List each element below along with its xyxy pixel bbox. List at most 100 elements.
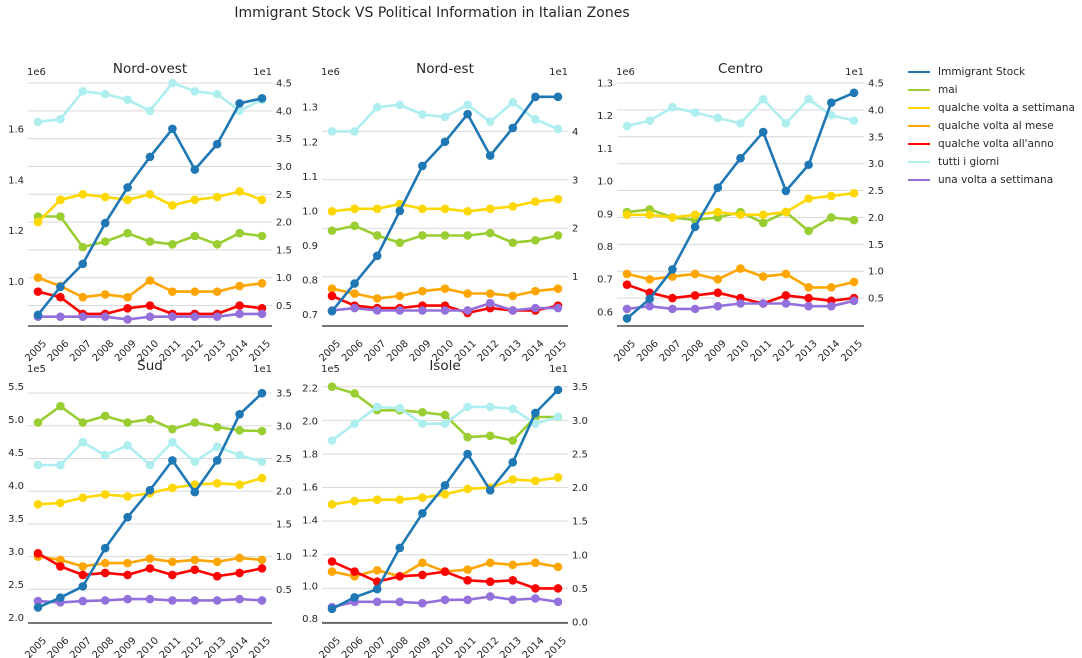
data-point	[372, 495, 382, 504]
x-tick-label: 2008	[385, 338, 411, 364]
data-point	[508, 595, 518, 605]
data-point	[212, 139, 222, 149]
legend-swatch	[908, 125, 930, 127]
series-immigrant-stock	[327, 385, 563, 614]
data-point	[463, 100, 472, 110]
data-point	[395, 571, 405, 581]
data-point	[440, 231, 450, 240]
series-una-volta-a-settimana	[33, 594, 267, 607]
series-mai	[327, 382, 563, 445]
legend-item-una-volta-a-settimana: una volta a settimana	[908, 171, 1075, 189]
data-point	[395, 306, 405, 315]
x-tick-label: 2015	[543, 635, 569, 658]
x-tick-label: 2007	[68, 338, 94, 364]
data-point	[531, 303, 540, 313]
data-point	[327, 382, 337, 392]
data-point	[553, 385, 563, 395]
data-point	[690, 291, 700, 300]
data-point	[645, 294, 654, 304]
data-point	[123, 570, 132, 580]
left-tick-label: 1.6	[8, 124, 24, 135]
data-point	[100, 543, 110, 553]
series-line-tutti-i-giorni	[37, 81, 263, 124]
series-mai	[33, 212, 267, 252]
series-qualche-volta-a-settimana	[327, 473, 563, 509]
data-point	[78, 596, 88, 606]
data-point	[327, 206, 337, 216]
data-point	[123, 558, 132, 568]
data-point	[123, 315, 132, 324]
series-tutti-i-giorni	[622, 94, 859, 131]
data-point	[531, 92, 540, 102]
data-point	[56, 292, 65, 302]
left-tick-label: 1.0	[302, 581, 318, 592]
x-tick-label: 2006	[46, 635, 72, 658]
x-tick-label: 2011	[453, 635, 479, 658]
subplot-title: Nord-ovest	[113, 61, 187, 77]
series-qualche-volta-all-anno	[327, 557, 563, 593]
data-point	[145, 564, 155, 573]
data-point	[327, 127, 337, 136]
data-point	[553, 231, 563, 240]
left-tick-label: 2.5	[8, 580, 24, 591]
data-point	[235, 99, 244, 108]
right-tick-label: 0.0	[572, 618, 588, 629]
data-point	[395, 403, 405, 413]
data-point	[849, 277, 859, 287]
data-point	[781, 119, 791, 128]
data-point	[123, 441, 132, 450]
data-point	[804, 226, 813, 236]
legend: Immigrant Stock mai qualche volta a settim…	[908, 63, 1075, 189]
data-point	[758, 94, 768, 104]
data-point	[168, 240, 177, 249]
data-point	[531, 558, 540, 568]
data-point	[145, 276, 155, 285]
data-point	[78, 87, 88, 96]
data-point	[713, 274, 723, 284]
left-tick-label: 3.5	[8, 514, 24, 525]
left-axis-offset-label: 1e6	[616, 67, 635, 78]
legend-item-immigrant-stock: Immigrant Stock	[908, 63, 1075, 81]
right-tick-label: 0.5	[572, 584, 588, 595]
x-tick-label: 2008	[385, 635, 411, 658]
x-tick-label: 2014	[225, 635, 251, 658]
data-point	[372, 402, 382, 412]
data-point	[781, 186, 791, 196]
left-tick-label: 1.0	[8, 277, 24, 288]
data-point	[56, 282, 65, 292]
data-point	[804, 194, 813, 203]
right-tick-label: 1.0	[276, 552, 292, 563]
data-point	[485, 298, 495, 308]
data-point	[485, 117, 495, 127]
data-point	[327, 306, 337, 316]
data-point	[168, 287, 177, 296]
data-point	[463, 449, 472, 459]
data-point	[804, 293, 813, 303]
data-point	[212, 456, 222, 465]
data-point	[553, 473, 563, 482]
data-point	[190, 195, 200, 205]
data-point	[508, 238, 518, 248]
legend-swatch	[908, 143, 930, 145]
data-point	[645, 210, 654, 220]
right-tick-label: 3.0	[572, 416, 588, 427]
x-tick-label: 2010	[430, 635, 456, 658]
right-tick-label: 1.0	[276, 273, 292, 284]
data-point	[168, 456, 177, 465]
data-point	[100, 568, 110, 578]
left-tick-label: 1.0	[597, 177, 613, 188]
data-point	[440, 419, 450, 428]
x-tick-label: 2006	[635, 338, 661, 364]
data-point	[758, 218, 768, 228]
data-point	[372, 565, 382, 575]
data-point	[553, 303, 563, 313]
series-qualche-volta-a-settimana	[622, 188, 859, 222]
data-point	[327, 604, 337, 614]
data-point	[190, 555, 200, 565]
left-tick-label: 1.3	[597, 79, 613, 90]
data-point	[485, 228, 495, 238]
data-point	[485, 592, 495, 601]
data-point	[212, 571, 222, 581]
left-tick-label: 0.9	[302, 241, 318, 252]
left-axis-offset-label: 1e6	[321, 67, 340, 78]
